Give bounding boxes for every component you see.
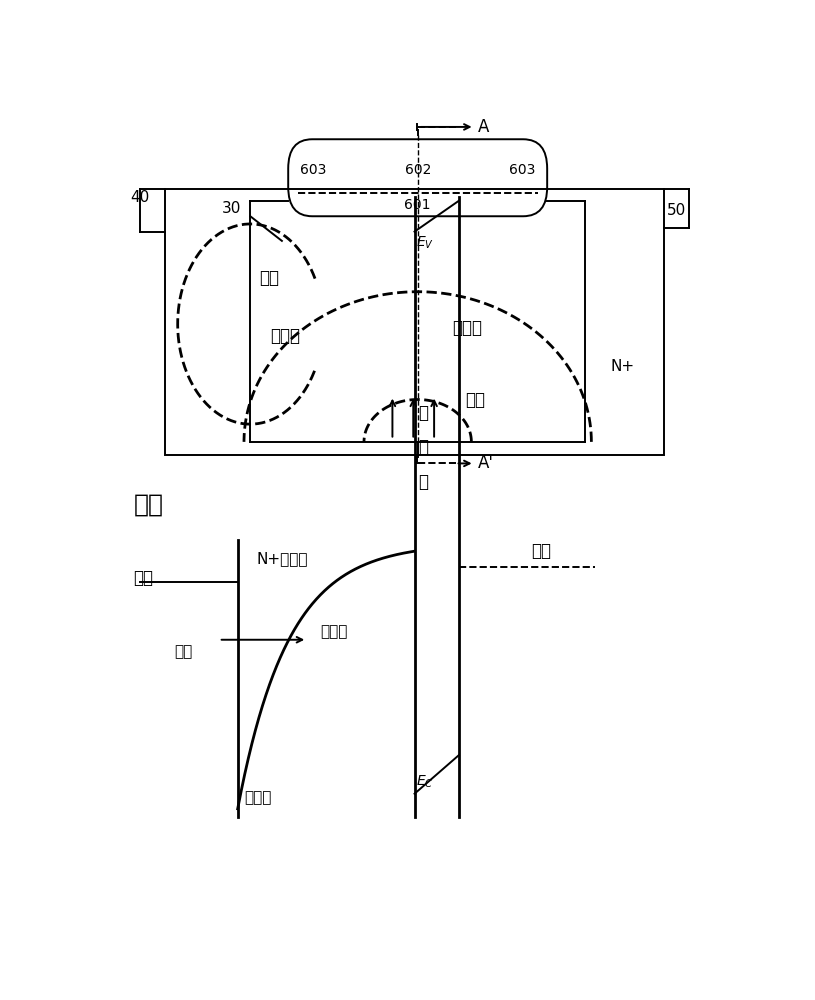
Text: 603: 603 xyxy=(300,163,326,177)
Text: 栅: 栅 xyxy=(418,473,428,491)
Text: 开态: 开态 xyxy=(134,493,164,517)
Text: 沟道区: 沟道区 xyxy=(270,327,300,345)
Text: 602: 602 xyxy=(404,163,431,177)
Text: 隧穿: 隧穿 xyxy=(259,269,280,287)
Text: 介: 介 xyxy=(418,438,428,456)
Text: 隧穿: 隧穿 xyxy=(174,644,193,659)
Text: 603: 603 xyxy=(509,163,535,177)
Text: A': A' xyxy=(478,454,494,472)
Text: A: A xyxy=(478,118,489,136)
Text: 40: 40 xyxy=(130,190,149,205)
Text: N+中性区: N+中性区 xyxy=(257,551,308,566)
Text: 601: 601 xyxy=(404,198,431,212)
Text: 30: 30 xyxy=(222,201,241,216)
Bar xyxy=(165,189,664,455)
Text: 50: 50 xyxy=(667,203,686,218)
Text: $E_C$: $E_C$ xyxy=(416,774,434,790)
Text: N+: N+ xyxy=(610,359,634,374)
Text: 源极: 源极 xyxy=(134,569,153,587)
Text: 耗尽层: 耗尽层 xyxy=(452,319,482,337)
Text: 隧穿: 隧穿 xyxy=(465,391,485,409)
Text: 耗尽层: 耗尽层 xyxy=(244,790,271,805)
Text: $E_V$: $E_V$ xyxy=(416,235,434,251)
Text: 耗尽层: 耗尽层 xyxy=(319,625,347,640)
Text: 栅极: 栅极 xyxy=(531,542,552,560)
Text: 质: 质 xyxy=(418,404,428,422)
